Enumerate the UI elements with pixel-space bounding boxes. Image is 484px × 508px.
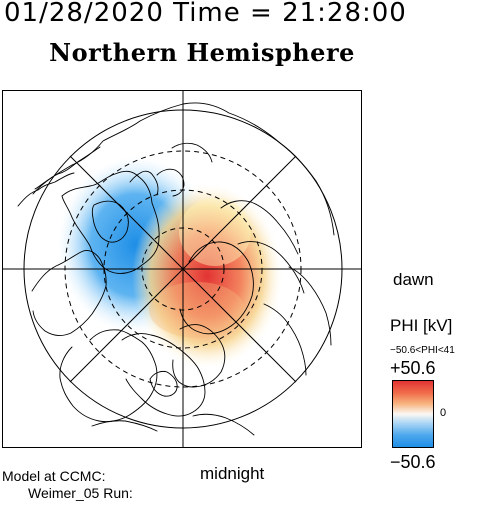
coastline-scandinavia-north — [220, 200, 299, 255]
colorbar-max-label: +50.6 — [390, 358, 436, 378]
coastline-pacific-south — [91, 420, 158, 432]
colorbar-title: PHI [kV] — [390, 316, 453, 335]
coastline-north-america — [59, 329, 158, 423]
coastline-chukotka — [263, 303, 307, 376]
positive-potential-lower — [149, 282, 245, 338]
coastline-ellesmere — [156, 168, 185, 197]
midnight-label: midnight — [200, 464, 265, 483]
meridian-lines — [2, 90, 362, 448]
coastline-asia-east — [288, 266, 332, 346]
coastline-svalbard — [171, 142, 213, 163]
coastline-bering — [149, 370, 178, 397]
coastline-east-asia-south — [192, 413, 255, 436]
potential-pattern — [58, 157, 282, 368]
coastline-north-arc — [32, 102, 335, 236]
coastline-alaska — [121, 333, 206, 417]
coastline-siberia — [179, 241, 254, 335]
meridian-diagonal-2 — [69, 155, 297, 383]
coastline-greenland — [61, 170, 160, 274]
coastline-russia-north — [237, 241, 305, 294]
coastline-greenland-north — [34, 146, 101, 190]
colorbar-range: −50.6<PHI<41 — [390, 345, 455, 356]
run-label: Weimer_05 Run: — [28, 485, 133, 501]
datetime-header: 01/28/2020 Time = 21:28:00 — [4, 0, 407, 28]
polar-map — [2, 90, 362, 448]
positive-potential-cell — [132, 184, 282, 368]
model-label: Model at CCMC: — [2, 468, 106, 484]
coastline-arctic-islands — [129, 170, 159, 196]
coastline-northwest — [17, 172, 75, 207]
coastline-eurasia-east — [172, 324, 226, 388]
page-title: Northern Hemisphere — [49, 38, 355, 67]
colorbar-min-label: −50.6 — [390, 452, 436, 472]
positive-potential-tail — [179, 198, 251, 266]
colorbar-zero-label: 0 — [440, 407, 447, 419]
coastline-greenland-interior — [91, 200, 129, 243]
coastline-canada-east — [31, 249, 107, 336]
coastlines — [17, 102, 335, 436]
dawn-label: dawn — [393, 270, 434, 289]
colorbar — [392, 380, 434, 448]
